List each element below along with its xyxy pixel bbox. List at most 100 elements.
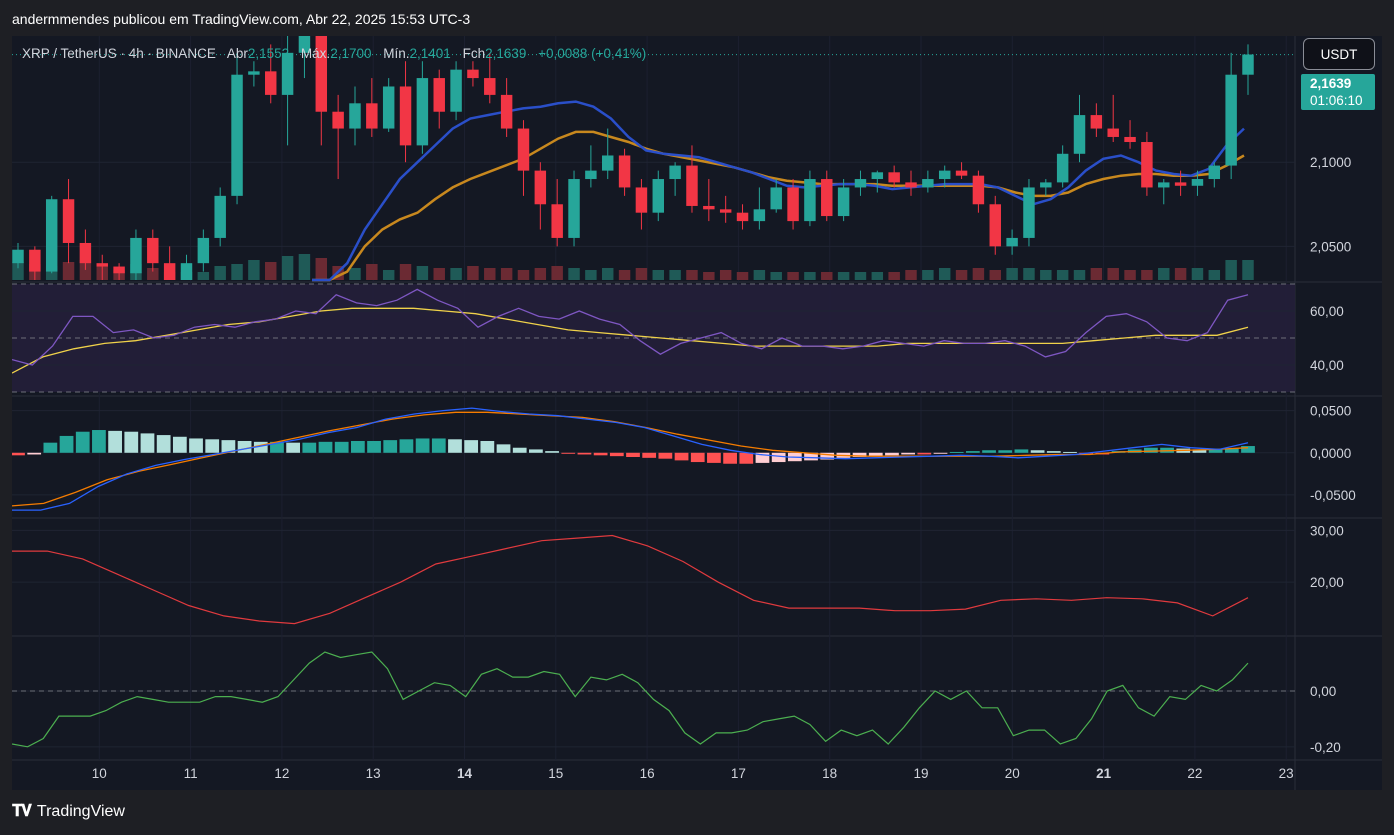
- candle-body: [719, 209, 732, 213]
- macd-histogram-bar: [707, 452, 721, 463]
- rsi-tick-label: 60,00: [1310, 304, 1344, 319]
- candle-body: [517, 128, 530, 171]
- candle-body: [1191, 179, 1204, 186]
- close-value: 2,1639: [485, 46, 527, 61]
- macd-histogram-bar: [237, 440, 252, 453]
- macd-histogram-bar: [448, 439, 462, 453]
- candle-body: [1174, 182, 1187, 186]
- symbol-info-bar: XRP / TetherUS · 4h · BINANCE Abr2,1552 …: [22, 46, 646, 61]
- publisher-bar: andermmendes publicou em TradingView.com…: [0, 0, 1394, 36]
- candle-body: [366, 103, 378, 129]
- candle-body: [1124, 136, 1136, 143]
- macd-histogram-bar: [43, 442, 58, 453]
- volume-bar: [1023, 268, 1035, 280]
- ema-slow-line: [312, 130, 1245, 282]
- candle-body: [130, 237, 142, 274]
- volume-bar: [551, 266, 563, 280]
- candle-body: [787, 187, 799, 222]
- currency-button[interactable]: USDT: [1303, 38, 1375, 70]
- low-label: Mín.: [383, 46, 410, 61]
- candle-body: [989, 204, 1001, 247]
- candle-body: [62, 199, 75, 243]
- volume-bar: [450, 268, 462, 280]
- macd-histogram-bar: [189, 438, 203, 453]
- candle-body: [382, 86, 395, 129]
- volume-bar: [1056, 270, 1069, 280]
- candle-body: [1090, 115, 1103, 129]
- macd-histogram-bar: [577, 452, 592, 455]
- volume-bar: [366, 264, 378, 280]
- time-tick-label: 15: [548, 766, 563, 781]
- open-label: Abr: [226, 46, 248, 61]
- candle-body: [1040, 182, 1052, 188]
- macd-histogram-bar: [496, 444, 511, 453]
- macd-histogram-bar: [593, 452, 608, 456]
- candle-body: [79, 242, 92, 264]
- candle-body: [534, 170, 547, 205]
- macd-histogram-bar: [901, 452, 916, 455]
- oscillator-line: [12, 651, 1249, 748]
- macd-tick-label: 0,0500: [1310, 404, 1351, 419]
- candle-body: [399, 86, 412, 146]
- macd-histogram-bar: [1224, 448, 1239, 453]
- macd-histogram-bar: [253, 441, 268, 453]
- volume-bar: [888, 272, 900, 280]
- volume-bar: [686, 270, 698, 280]
- macd-histogram-bar: [302, 442, 317, 453]
- brand[interactable]: 𝐓𝐕 TradingView: [12, 803, 125, 821]
- volume-bar: [500, 268, 513, 280]
- macd-histogram-bar: [1144, 447, 1158, 453]
- volume-bar: [349, 268, 361, 280]
- candle-body: [871, 172, 884, 180]
- volume-bar: [837, 272, 850, 280]
- candle-body: [652, 179, 665, 213]
- candle-body: [45, 199, 58, 272]
- macd-histogram-bar: [27, 452, 42, 455]
- volume-bar: [12, 262, 24, 280]
- candle-body: [955, 170, 968, 176]
- volume-bar: [585, 270, 597, 280]
- macd-histogram-bar: [868, 452, 883, 457]
- candle-body: [703, 205, 715, 210]
- candle-body: [1158, 182, 1170, 188]
- brand-name: TradingView: [36, 803, 125, 820]
- macd-histogram-bar: [561, 452, 576, 454]
- open-value: 2,1552: [247, 46, 290, 61]
- adx-line: [12, 534, 1249, 625]
- candle-body: [281, 52, 294, 95]
- volume-bar: [517, 270, 530, 280]
- candle-body: [854, 179, 867, 188]
- price-tick-label: 2,0500: [1310, 239, 1351, 254]
- chart-canvas[interactable]: 910111213141516171819202122232,10002,050…: [12, 36, 1382, 790]
- volume-bar: [922, 270, 934, 280]
- candle-body: [1073, 115, 1086, 154]
- chart-frame[interactable]: 910111213141516171819202122232,10002,050…: [12, 36, 1382, 790]
- candle-body: [1023, 187, 1035, 238]
- macd-histogram-bar: [1241, 446, 1255, 453]
- macd-histogram-bar: [690, 452, 705, 463]
- macd-histogram-bar: [512, 447, 527, 453]
- symbol-name[interactable]: XRP / TetherUS · 4h · BINANCE: [22, 46, 216, 61]
- candle-body: [1107, 128, 1119, 137]
- volume-bar: [787, 272, 799, 280]
- candle-body: [467, 69, 479, 79]
- candle-body: [433, 78, 445, 112]
- volume-bar: [467, 266, 479, 280]
- candle-body: [753, 209, 766, 222]
- macd-histogram-bar: [221, 440, 236, 453]
- macd-histogram-bar: [933, 452, 948, 454]
- volume-bar: [315, 258, 328, 280]
- macd-histogram-bar: [59, 435, 74, 453]
- time-tick-label: 16: [640, 766, 655, 781]
- candle-body: [349, 103, 361, 129]
- macd-histogram-bar: [626, 452, 640, 457]
- candle-body: [1225, 74, 1237, 166]
- macd-histogram-bar: [92, 430, 106, 453]
- macd-histogram-bar: [755, 452, 770, 463]
- macd-histogram-bar: [286, 442, 301, 453]
- macd-histogram-bar: [172, 436, 187, 453]
- volume-bar: [197, 272, 210, 280]
- volume-bar: [568, 268, 580, 280]
- candle-body: [450, 69, 462, 112]
- time-tick-label: 17: [731, 766, 746, 781]
